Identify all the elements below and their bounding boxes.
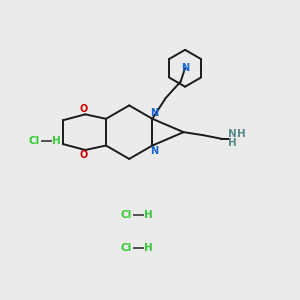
Text: N: N (150, 108, 158, 118)
Text: H: H (144, 210, 153, 220)
Text: N: N (228, 129, 237, 139)
Text: H: H (144, 243, 153, 253)
Text: Cl: Cl (28, 136, 40, 146)
Text: Cl: Cl (121, 243, 132, 253)
Text: N: N (181, 63, 189, 73)
Text: O: O (80, 150, 88, 161)
Text: Cl: Cl (121, 210, 132, 220)
Text: H: H (228, 138, 237, 148)
Text: N: N (150, 146, 158, 156)
Text: H: H (52, 136, 61, 146)
Text: H: H (237, 129, 245, 139)
Text: O: O (80, 104, 88, 114)
